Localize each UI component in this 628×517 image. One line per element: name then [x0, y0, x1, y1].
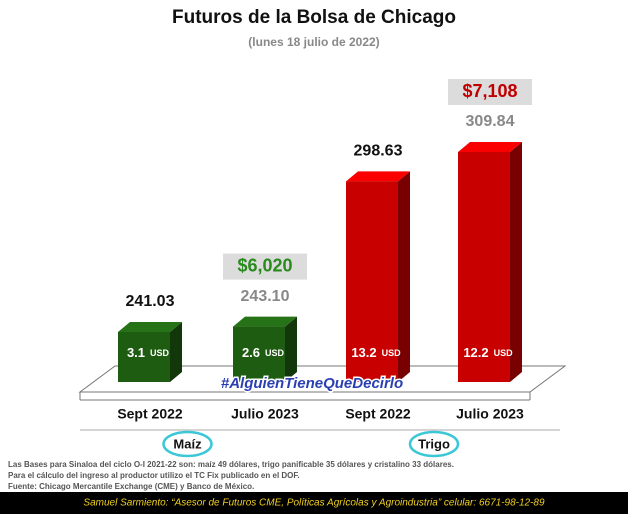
- bars: 3.1 USD 241.03 Sept 2022 2.6 USD 243.10 Julio 2…: [117, 79, 532, 458]
- base-value: 2.6: [242, 345, 260, 360]
- bar-side: [170, 322, 182, 382]
- base-label: 3.1 USD: [127, 345, 170, 360]
- group-oval: [162, 430, 213, 458]
- price-label: $7,108: [462, 81, 517, 101]
- base-label: 13.2 USD: [351, 345, 401, 360]
- base-unit: USD: [494, 348, 514, 358]
- base-unit: USD: [265, 348, 285, 358]
- value-label: 298.63: [354, 143, 403, 160]
- chart-title: Futuros de la Bolsa de Chicago: [172, 7, 456, 28]
- base-label: 12.2 USD: [463, 345, 513, 360]
- bar-side: [510, 142, 522, 382]
- bar-top: [458, 142, 522, 152]
- note: Las Bases para Sinaloa del ciclo O-I 202…: [8, 460, 454, 469]
- floor: [78, 365, 567, 393]
- x-tick-label: Julio 2023: [456, 406, 524, 422]
- note: Fuente: Chicago Mercantile Exchange (CME…: [8, 482, 254, 491]
- group-label: Trigo: [418, 436, 450, 451]
- bar: [346, 181, 398, 382]
- base-label: 2.6 USD: [242, 345, 285, 360]
- footer: Samuel Sarmiento: “Asesor de Futuros CME…: [83, 498, 545, 509]
- group-label: Maíz: [173, 436, 202, 451]
- bar: [233, 326, 285, 382]
- bar: [118, 332, 170, 382]
- chart-subtitle: (lunes 18 julio de 2022): [248, 35, 379, 49]
- footer-bar: [0, 492, 628, 514]
- price-box: [448, 79, 532, 105]
- note: Para el cálculo del ingreso al productor…: [8, 471, 300, 480]
- bar-side: [398, 171, 410, 382]
- bar-top: [118, 322, 182, 332]
- x-tick-label: Sept 2022: [117, 406, 183, 422]
- base-unit: USD: [382, 348, 402, 358]
- group-oval: [408, 430, 460, 458]
- base-value: 3.1: [127, 345, 145, 360]
- x-tick-label: Sept 2022: [345, 406, 411, 422]
- x-tick-label: Julio 2023: [231, 406, 299, 422]
- bar-top: [346, 171, 410, 182]
- bar: [458, 152, 510, 382]
- base-value: 13.2: [351, 345, 376, 360]
- value-label: 309.84: [466, 113, 515, 130]
- price-label: $6,020: [237, 255, 292, 275]
- value-label: 243.10: [241, 288, 290, 305]
- bar-side: [285, 316, 297, 382]
- bar-top: [233, 316, 297, 327]
- hashtag: #AlguienTieneQueDecirlo: [221, 375, 403, 392]
- price-box: [223, 253, 307, 280]
- base-unit: USD: [150, 348, 170, 358]
- base-value: 12.2: [463, 345, 488, 360]
- value-label: 241.03: [126, 293, 175, 310]
